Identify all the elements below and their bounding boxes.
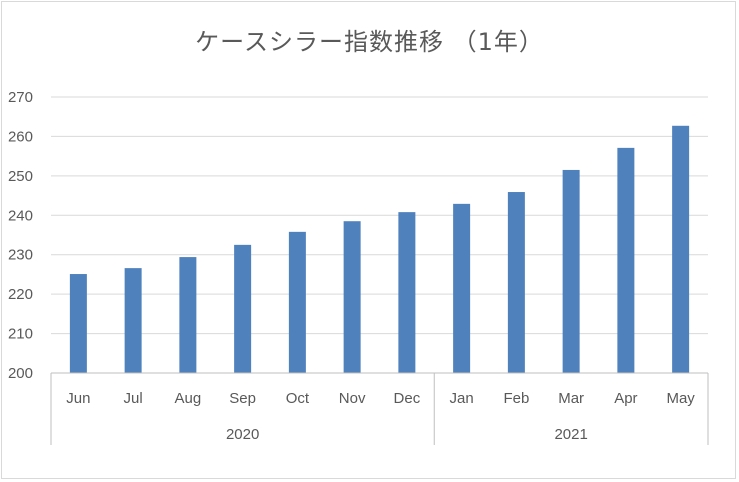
x-tick-label: Apr <box>614 390 637 407</box>
x-axis: Jun Jul Aug Sep Oct Nov Dec Jan Feb Mar Apr May 2020… <box>50 372 709 445</box>
bar-oct <box>288 231 306 373</box>
y-tick-label: 220 <box>8 286 33 303</box>
y-tick-label: 240 <box>8 207 33 224</box>
x-tick-label: Jul <box>124 390 143 407</box>
x-tick-label: Oct <box>286 390 310 407</box>
x-tick-label: Aug <box>175 390 202 407</box>
year-group-label: 2020 <box>226 426 259 443</box>
chart-title: ケースシラー指数推移 （1年） <box>195 28 544 56</box>
y-tick-label: 270 <box>8 89 33 106</box>
y-tick-label: 230 <box>8 247 33 264</box>
y-tick-label: 260 <box>8 128 33 145</box>
bars <box>69 125 690 373</box>
y-tick-label: 210 <box>8 326 33 343</box>
y-tick-label: 200 <box>8 365 33 382</box>
gridlines <box>51 96 708 335</box>
bar-feb <box>507 192 525 373</box>
year-group-label: 2021 <box>554 426 587 443</box>
bar-mar <box>562 169 580 373</box>
y-tick-label: 250 <box>8 168 33 185</box>
x-tick-label: Sep <box>229 390 256 407</box>
bar-jan <box>453 203 471 373</box>
bar-may <box>672 125 690 373</box>
x-tick-label: Jun <box>66 390 90 407</box>
bar-jul <box>124 268 142 373</box>
x-tick-label: Dec <box>394 390 421 407</box>
bar-apr <box>617 147 635 373</box>
y-axis: 200 210 220 230 240 250 260 270 <box>8 89 33 382</box>
bar-nov <box>343 221 361 373</box>
bar-sep <box>234 244 252 373</box>
bar-dec <box>398 212 416 373</box>
x-tick-label: May <box>666 390 695 407</box>
bar-aug <box>179 257 197 373</box>
x-tick-label: Nov <box>339 390 366 407</box>
x-tick-label: Mar <box>558 390 584 407</box>
x-tick-label: Feb <box>503 390 529 407</box>
x-tick-label: Jan <box>450 390 474 407</box>
bar-jun <box>69 274 87 373</box>
